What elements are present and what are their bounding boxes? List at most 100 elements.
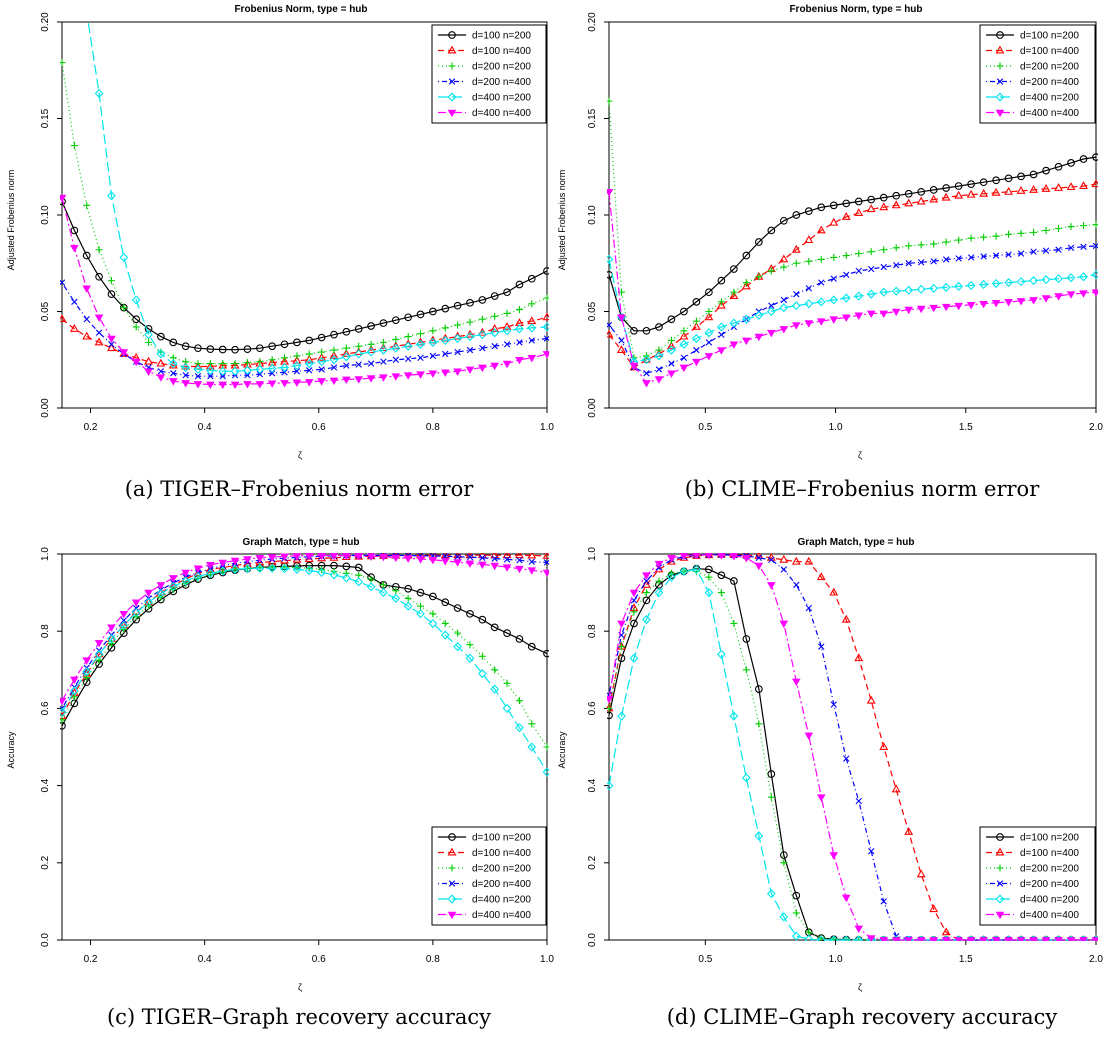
series-line (61, 564, 548, 727)
chart-title: Frobenius Norm, type = hub (234, 4, 367, 15)
data-point (917, 259, 925, 266)
data-point (478, 615, 487, 624)
data-point (318, 348, 326, 356)
data-point (157, 332, 165, 341)
data-point (955, 255, 962, 262)
data-point (491, 666, 499, 674)
data-point (157, 368, 165, 375)
data-point (441, 619, 449, 627)
data-point (804, 320, 814, 328)
data-point (841, 614, 851, 623)
data-point (218, 381, 228, 390)
data-point (730, 288, 738, 296)
data-point (805, 257, 813, 265)
data-point (404, 355, 412, 362)
data-point (428, 556, 438, 565)
data-point (1017, 229, 1025, 237)
data-point (693, 346, 700, 354)
data-point (868, 265, 875, 273)
data-point (60, 697, 67, 706)
data-point (692, 358, 701, 367)
y-tick-label: 0.0 (587, 933, 598, 947)
data-point (655, 366, 663, 373)
data-point (805, 604, 812, 612)
data-point (954, 937, 963, 941)
data-point (992, 176, 1000, 185)
data-point (779, 216, 788, 225)
data-point (453, 559, 462, 567)
data-point (779, 254, 789, 263)
x-tick-label: 1.0 (540, 422, 554, 433)
data-point (892, 191, 901, 200)
legend-label: d=200 n=400 (472, 879, 531, 890)
series-d-400-n-400 (60, 194, 549, 390)
data-point (440, 335, 450, 346)
data-point (527, 553, 537, 559)
data-point (193, 565, 203, 573)
data-point (617, 314, 626, 322)
data-point (841, 314, 851, 322)
data-point (804, 934, 814, 941)
data-point (667, 345, 676, 355)
data-point (478, 296, 487, 304)
data-point (779, 554, 789, 563)
data-point (617, 620, 626, 629)
data-point (465, 560, 475, 568)
data-point (542, 767, 549, 777)
data-point (829, 295, 839, 305)
data-point (917, 241, 925, 249)
y-tick-label: 0.20 (40, 12, 51, 32)
data-point (453, 642, 462, 652)
data-point (954, 190, 964, 199)
data-point (404, 584, 413, 593)
data-point (304, 565, 314, 576)
data-point (453, 604, 462, 612)
data-point (193, 381, 203, 389)
data-point (879, 193, 888, 202)
data-point (527, 642, 536, 651)
legend-marker (995, 92, 1005, 102)
legend-marker (447, 109, 457, 118)
data-point (454, 321, 462, 329)
data-point (527, 355, 537, 363)
data-point (329, 355, 339, 365)
data-point (1067, 223, 1075, 231)
data-point (515, 324, 524, 334)
data-point (892, 244, 900, 252)
data-point (330, 364, 338, 371)
data-point (1005, 251, 1012, 258)
y-tick-label: 0.8 (587, 624, 598, 638)
data-point (680, 354, 688, 362)
data-point (866, 695, 876, 704)
data-point (391, 554, 401, 563)
data-point (1030, 248, 1037, 255)
data-point (465, 366, 475, 374)
data-point (717, 589, 725, 597)
data-point (428, 337, 438, 347)
data-point (181, 342, 190, 351)
legend-box (979, 24, 1096, 124)
data-point (255, 563, 265, 573)
data-point (679, 339, 689, 349)
data-point (679, 364, 689, 373)
data-point (805, 928, 813, 936)
data-point (929, 283, 939, 293)
data-point (168, 378, 178, 386)
x-tick-label: 1.0 (829, 422, 843, 433)
data-point (342, 553, 351, 561)
legend-label: d=400 n=400 (1020, 910, 1079, 921)
data-point (342, 569, 350, 577)
data-point (779, 851, 788, 859)
data-point (816, 935, 826, 941)
data-point (854, 935, 864, 941)
data-point (607, 97, 613, 105)
data-point (780, 296, 788, 304)
data-point (866, 935, 876, 941)
x-tick-label: 0.8 (426, 954, 440, 965)
data-point (1029, 937, 1038, 941)
data-point (930, 258, 937, 265)
data-point (768, 302, 775, 309)
legend-marker (448, 62, 456, 70)
data-point (705, 565, 713, 574)
data-point (94, 88, 104, 99)
